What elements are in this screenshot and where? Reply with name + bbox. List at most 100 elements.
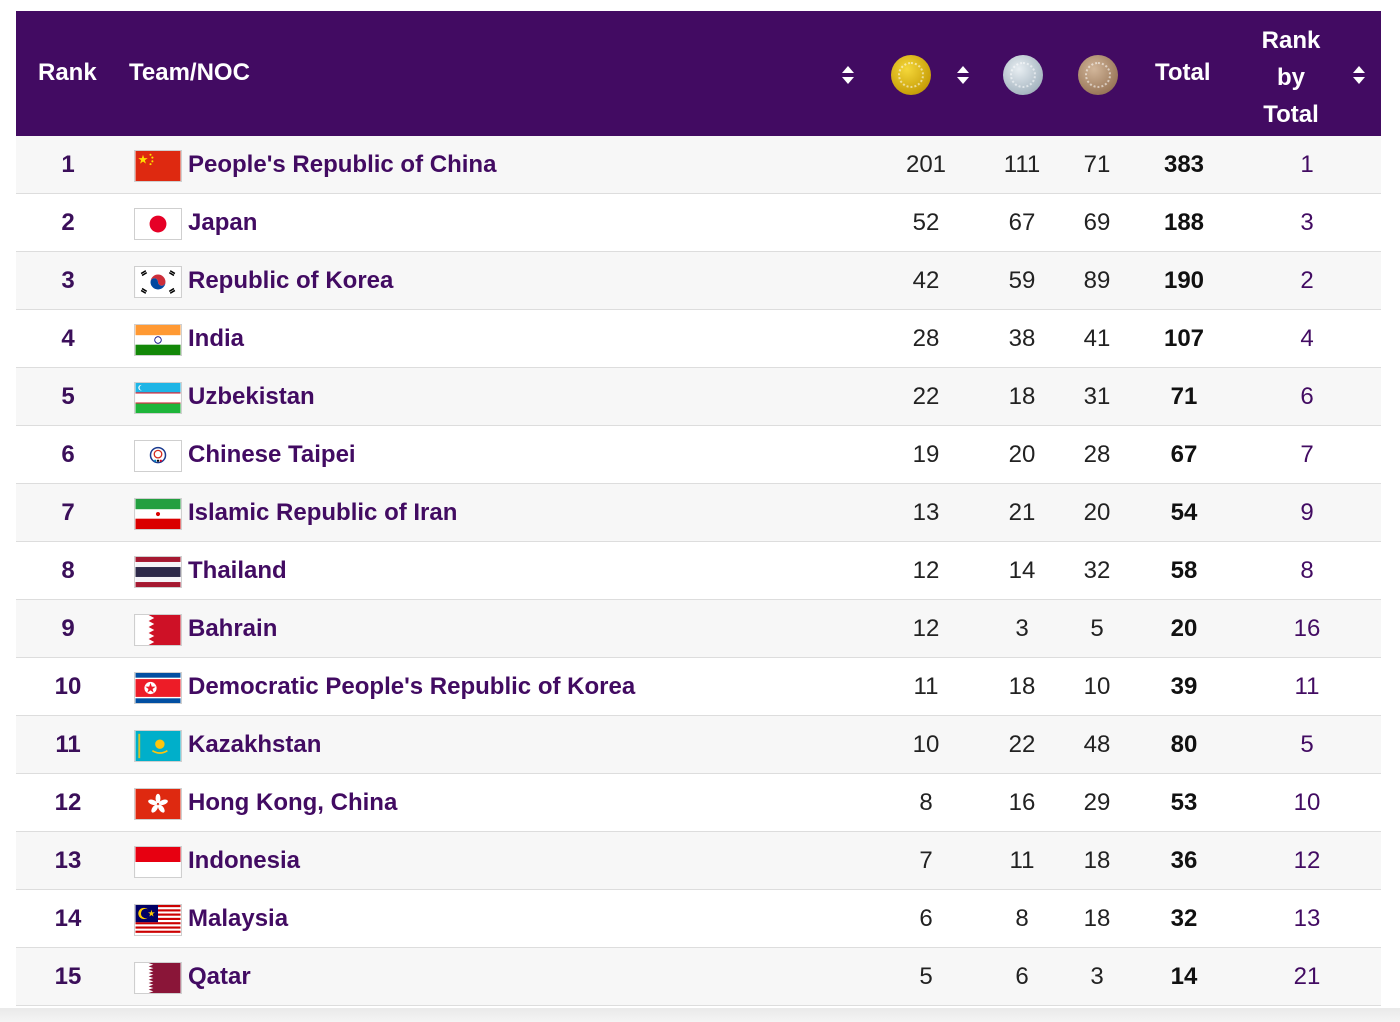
silver-count: 3 <box>1015 615 1029 642</box>
silver-count: 111 <box>1003 151 1041 178</box>
table-row[interactable]: 7 Islamic Republic of Iran 13 21 20 54 9 <box>16 484 1381 542</box>
team-name-link[interactable]: People's Republic of China <box>188 151 497 178</box>
gold-count: 5 <box>919 963 933 990</box>
rank-by-total-cell: 9 <box>1300 499 1314 526</box>
bronze-medal-icon[interactable] <box>1078 55 1118 95</box>
table-row[interactable]: 13 Indonesia 7 11 18 36 12 <box>16 832 1381 890</box>
team-name-link[interactable]: Japan <box>188 209 258 236</box>
team-name-link[interactable]: Bahrain <box>188 615 278 642</box>
table-row[interactable]: 14 Malaysia 6 8 18 32 13 <box>16 890 1381 948</box>
rank-cell: 12 <box>54 789 82 816</box>
rank-by-total-cell: 8 <box>1300 557 1314 584</box>
silver-medal-icon[interactable] <box>1003 55 1043 95</box>
rank-by-total-cell: 2 <box>1300 267 1314 294</box>
team-name-link[interactable]: India <box>188 325 245 352</box>
team-name-link[interactable]: Chinese Taipei <box>188 441 356 468</box>
bronze-count: 32 <box>1083 557 1111 584</box>
team-name-link[interactable]: Hong Kong, China <box>188 789 398 816</box>
sort-silver-icon[interactable] <box>957 66 969 84</box>
hong-kong-flag-icon <box>134 788 182 820</box>
bronze-count: 48 <box>1083 731 1111 758</box>
table-row[interactable]: 12 Hong Kong, China 8 16 29 53 10 <box>16 774 1381 832</box>
total-count: 188 <box>1163 209 1205 236</box>
rank-cell: 14 <box>54 905 82 932</box>
sort-rank-by-total-icon[interactable] <box>1353 66 1365 84</box>
total-count: 53 <box>1170 789 1198 816</box>
bronze-count: 29 <box>1083 789 1111 816</box>
header-rank-by-total-line2: by <box>1276 64 1305 91</box>
bronze-count: 89 <box>1083 267 1111 294</box>
team-name-link[interactable]: Democratic People's Republic of Korea <box>188 673 636 700</box>
silver-count: 67 <box>1008 209 1036 236</box>
table-row[interactable]: 5 Uzbekistan 22 18 31 71 6 <box>16 368 1381 426</box>
table-row[interactable]: 10 Democratic People's Republic of Korea 1… <box>16 658 1381 716</box>
bronze-count: 20 <box>1083 499 1111 526</box>
rank-by-total-cell: 4 <box>1300 325 1314 352</box>
team-name-link[interactable]: Uzbekistan <box>188 383 315 410</box>
gold-count: 52 <box>912 209 940 236</box>
team-name-link[interactable]: Qatar <box>188 963 251 990</box>
team-name-link[interactable]: Malaysia <box>188 905 289 932</box>
team-name-link[interactable]: Kazakhstan <box>188 731 322 758</box>
header-rank-by-total-line1: Rank <box>1261 27 1321 54</box>
rank-by-total-cell: 10 <box>1293 789 1321 816</box>
qatar-flag-icon <box>134 962 182 994</box>
header-total[interactable]: Total <box>1155 59 1211 86</box>
table-row[interactable]: 2 Japan 52 67 69 188 3 <box>16 194 1381 252</box>
indonesia-flag-icon <box>134 846 182 878</box>
team-name-link[interactable]: Islamic Republic of Iran <box>188 499 458 526</box>
silver-count: 59 <box>1008 267 1036 294</box>
total-count: 383 <box>1163 151 1205 178</box>
table-row[interactable]: 3 Republic of Korea 42 59 89 190 2 <box>16 252 1381 310</box>
china-flag-icon <box>134 150 182 182</box>
bronze-count: 10 <box>1083 673 1111 700</box>
bronze-count: 3 <box>1090 963 1104 990</box>
table-row[interactable]: 15 Qatar 5 6 3 14 21 <box>16 948 1381 1006</box>
table-row[interactable]: 11 Kazakhstan 10 22 48 80 5 <box>16 716 1381 774</box>
gold-medal-icon[interactable] <box>891 55 931 95</box>
sort-gold-icon[interactable] <box>842 66 854 84</box>
total-count: 80 <box>1170 731 1198 758</box>
total-count: 54 <box>1170 499 1198 526</box>
total-count: 14 <box>1170 963 1198 990</box>
header-team-noc[interactable]: Team/NOC <box>129 59 250 86</box>
table-row[interactable]: 8 Thailand 12 14 32 58 8 <box>16 542 1381 600</box>
silver-count: 38 <box>1008 325 1036 352</box>
silver-count: 16 <box>1008 789 1036 816</box>
gold-count: 13 <box>912 499 940 526</box>
bronze-count: 18 <box>1083 847 1111 874</box>
rank-by-total-cell: 5 <box>1300 731 1314 758</box>
table-row[interactable]: 9 Bahrain 12 3 5 20 16 <box>16 600 1381 658</box>
rank-cell: 2 <box>61 209 75 236</box>
rank-cell: 3 <box>61 267 75 294</box>
team-name-link[interactable]: Indonesia <box>188 847 301 874</box>
silver-count: 20 <box>1008 441 1036 468</box>
table-header: Rank Team/NOC Total Rank by Total <box>16 11 1381 136</box>
team-name-link[interactable]: Republic of Korea <box>188 267 394 294</box>
bronze-count: 5 <box>1090 615 1104 642</box>
silver-count: 18 <box>1008 383 1036 410</box>
total-count: 190 <box>1163 267 1205 294</box>
table-row[interactable]: 1 People's Republic of China 201 111 71 383 1 <box>16 136 1381 194</box>
table-row[interactable]: 6 Chinese Taipei 19 20 28 67 7 <box>16 426 1381 484</box>
gold-count: 201 <box>905 151 947 178</box>
bronze-count: 71 <box>1083 151 1111 178</box>
korea-flag-icon <box>134 266 182 298</box>
table-row[interactable]: 4 India 28 38 41 107 4 <box>16 310 1381 368</box>
medal-table: Rank Team/NOC Total Rank by Total 1 Peopl… <box>16 11 1381 1006</box>
gold-count: 10 <box>912 731 940 758</box>
rank-by-total-cell: 7 <box>1300 441 1314 468</box>
iran-flag-icon <box>134 498 182 530</box>
bronze-count: 28 <box>1083 441 1111 468</box>
rank-cell: 1 <box>61 151 75 178</box>
gold-count: 12 <box>912 557 940 584</box>
header-rank-by-total[interactable]: Rank by Total <box>1243 22 1339 133</box>
team-name-link[interactable]: Thailand <box>188 557 287 584</box>
header-rank-by-total-line3: Total <box>1263 101 1319 128</box>
rank-by-total-cell: 3 <box>1300 209 1314 236</box>
gold-count: 19 <box>912 441 940 468</box>
total-count: 32 <box>1170 905 1198 932</box>
header-rank[interactable]: Rank <box>38 59 97 86</box>
silver-count: 6 <box>1015 963 1029 990</box>
bronze-count: 31 <box>1083 383 1111 410</box>
